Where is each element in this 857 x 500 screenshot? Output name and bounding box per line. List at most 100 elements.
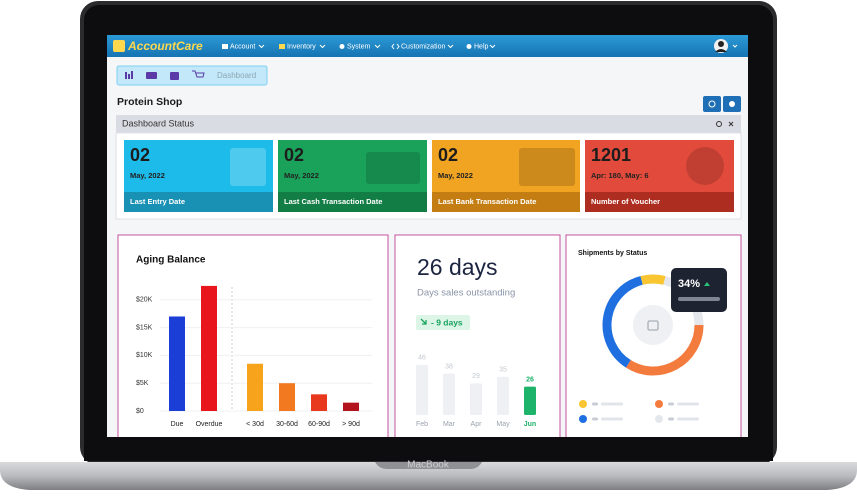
menu-icon <box>222 44 228 49</box>
x-tick-label: < 30d <box>246 421 264 428</box>
card-icon <box>686 147 724 185</box>
bar <box>311 394 327 411</box>
x-tick-label: May <box>496 421 510 428</box>
legend-placeholder <box>677 402 699 406</box>
card-icon <box>230 148 266 186</box>
badge-icon <box>420 318 427 325</box>
bar <box>279 383 295 411</box>
badge <box>416 315 470 330</box>
avatar-body <box>715 49 727 52</box>
menu-item[interactable]: Account <box>230 43 255 50</box>
bar <box>443 373 455 415</box>
caret <box>258 44 265 49</box>
card-icon <box>366 152 420 184</box>
tooltip <box>671 268 727 312</box>
bar <box>470 383 482 415</box>
notch <box>375 462 482 469</box>
icon <box>131 71 133 79</box>
logo-icon <box>113 40 125 52</box>
card[interactable]: 1201 Apr: 180, May: 6 Number of Voucher <box>585 140 734 212</box>
icon <box>128 74 130 79</box>
menu-icon <box>339 44 345 49</box>
menu-item[interactable]: Customization <box>401 43 445 50</box>
legend-placeholder <box>677 417 699 421</box>
card-footer <box>124 192 273 212</box>
card[interactable]: 02 May, 2022 Last Bank Transaction Date <box>432 140 580 212</box>
bar <box>169 316 185 411</box>
x-tick-label: 60-90d <box>308 421 330 428</box>
donut-center <box>633 305 673 345</box>
card-subtitle: May, 2022 <box>284 171 319 180</box>
caret <box>374 44 381 49</box>
x-tick-label: Due <box>171 421 184 428</box>
icon[interactable] <box>125 72 127 79</box>
menu-icon <box>279 44 285 49</box>
donut-segment <box>640 274 666 285</box>
y-tick-label: $20K <box>136 297 153 304</box>
card-subtitle: May, 2022 <box>438 171 473 180</box>
legend-swatch <box>655 400 663 408</box>
bar <box>343 402 359 411</box>
menu-item[interactable]: Inventory <box>287 43 316 50</box>
value-label: 26 <box>526 377 534 384</box>
breadcrumb-icons <box>125 70 205 80</box>
logo[interactable]: AccountCare <box>127 39 203 53</box>
x-tick-label: 30-60d <box>276 421 298 428</box>
bar <box>247 363 263 411</box>
value-label: 46 <box>418 355 426 362</box>
icon[interactable] <box>170 72 179 80</box>
caret <box>732 44 738 48</box>
menu-item[interactable]: Help <box>474 43 489 50</box>
breadcrumb-text[interactable]: Dashboard <box>217 71 256 80</box>
card-body <box>278 140 427 192</box>
card-value: 1201 <box>591 145 631 165</box>
chart-subtitle: Days sales outstanding <box>417 288 515 299</box>
panel-header <box>116 115 741 133</box>
menu-item[interactable]: System <box>347 43 371 50</box>
donut-segment <box>625 324 704 376</box>
legend-placeholder <box>592 417 598 421</box>
tooltip-value: 34% <box>678 278 700 290</box>
x-tick-label: > 90d <box>342 421 360 428</box>
card-footer <box>278 192 427 212</box>
card[interactable]: 02 May, 2022 Last Cash Transaction Date <box>278 140 427 212</box>
card-footer <box>585 192 734 212</box>
breadcrumb <box>116 65 268 86</box>
bar <box>524 386 536 415</box>
card-footer <box>432 192 580 212</box>
aging-panel <box>117 234 389 451</box>
card-value: 02 <box>130 145 150 165</box>
charts: $0 $5K $10K $15K $20K Due Overdue < 30d 30-60d 60… <box>136 268 727 428</box>
trend-icon <box>704 282 710 286</box>
bezel-bottom <box>84 437 773 461</box>
menu-icon <box>391 43 400 50</box>
tooltip-bar <box>678 297 720 301</box>
panel-refresh[interactable] <box>716 121 722 127</box>
legend-placeholder <box>668 417 674 421</box>
x-tick-label: Overdue <box>196 421 223 428</box>
icon <box>729 101 735 107</box>
card-subtitle: Apr: 180, May: 6 <box>591 171 649 180</box>
chart-annotation: - 9 days <box>431 317 463 327</box>
card-icon <box>519 148 575 186</box>
icon[interactable] <box>146 72 157 79</box>
legend-placeholder <box>601 402 623 406</box>
y-tick-label: $0 <box>136 408 144 415</box>
card[interactable]: 02 May, 2022 Last Entry Date <box>124 140 273 212</box>
card-label: Last Entry Date <box>130 197 185 206</box>
panel-title: Dashboard Status <box>122 118 195 128</box>
panel-close[interactable] <box>728 121 734 127</box>
legend-swatch <box>579 415 587 423</box>
center-icon <box>647 320 659 331</box>
bar <box>497 376 509 415</box>
caret <box>489 44 496 49</box>
menu-icon <box>466 44 472 49</box>
y-tick-label: $5K <box>136 380 149 387</box>
card-body <box>585 140 734 192</box>
card-label: Last Cash Transaction Date <box>284 197 382 206</box>
icon[interactable] <box>192 70 205 78</box>
x-tick-label: Jun <box>524 421 536 428</box>
caret <box>319 44 326 49</box>
refresh-button[interactable] <box>703 96 721 112</box>
